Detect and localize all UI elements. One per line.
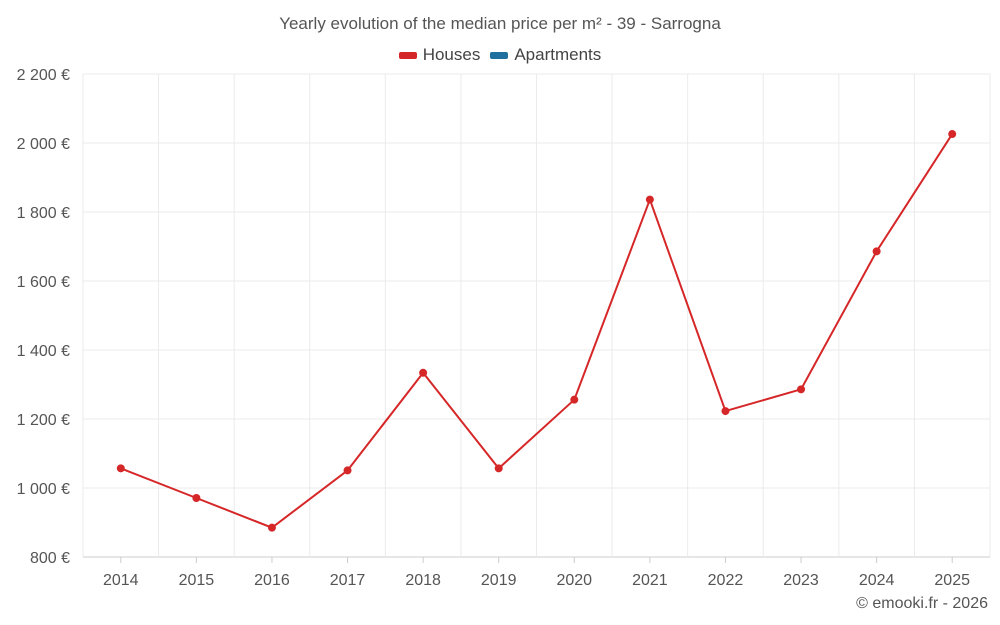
data-point: [645, 195, 654, 204]
x-tick-label: 2018: [405, 572, 441, 589]
x-tick-label: 2025: [934, 572, 970, 589]
x-tick-label: 2024: [859, 572, 895, 589]
legend-swatch-apartments: [490, 51, 509, 59]
legend-label-houses: Houses: [422, 45, 481, 64]
data-point: [570, 395, 579, 404]
x-tick-label: 2015: [179, 572, 215, 589]
y-tick-label: 1 400 €: [17, 343, 70, 360]
data-point: [721, 407, 730, 416]
data-point: [267, 523, 276, 532]
y-tick-label: 1 800 €: [17, 205, 70, 222]
x-tick-label: 2021: [632, 572, 668, 589]
data-point: [192, 494, 201, 503]
legend-label-apartments: Apartments: [514, 45, 602, 64]
x-tick-label: 2016: [254, 572, 290, 589]
data-point: [872, 247, 881, 256]
x-tick-label: 2014: [103, 572, 139, 589]
x-tick-label: 2020: [556, 572, 592, 589]
data-point: [948, 130, 957, 139]
y-tick-label: 1 000 €: [17, 481, 70, 498]
credit-text: © emooki.fr - 2026: [856, 595, 988, 612]
x-tick-label: 2023: [783, 572, 819, 589]
chart-title: Yearly evolution of the median price per…: [279, 14, 721, 33]
legend-item-houses[interactable]: Houses: [398, 45, 481, 65]
data-point: [343, 466, 352, 475]
data-point: [797, 385, 806, 394]
y-tick-label: 2 200 €: [17, 67, 70, 84]
x-tick-label: 2022: [708, 572, 744, 589]
x-tick-label: 2019: [481, 572, 517, 589]
x-tick-label: 2017: [330, 572, 366, 589]
y-tick-label: 800 €: [30, 550, 70, 567]
y-tick-label: 2 000 €: [17, 136, 70, 153]
series-line-houses: [120, 133, 954, 529]
y-tick-label: 1 200 €: [17, 412, 70, 429]
legend: Houses Apartments: [0, 45, 1000, 65]
data-point: [494, 464, 503, 473]
data-point: [419, 368, 428, 377]
y-tick-label: 1 600 €: [17, 274, 70, 291]
legend-item-apartments[interactable]: Apartments: [490, 45, 601, 65]
legend-swatch-houses: [398, 51, 417, 59]
data-point: [116, 464, 125, 473]
